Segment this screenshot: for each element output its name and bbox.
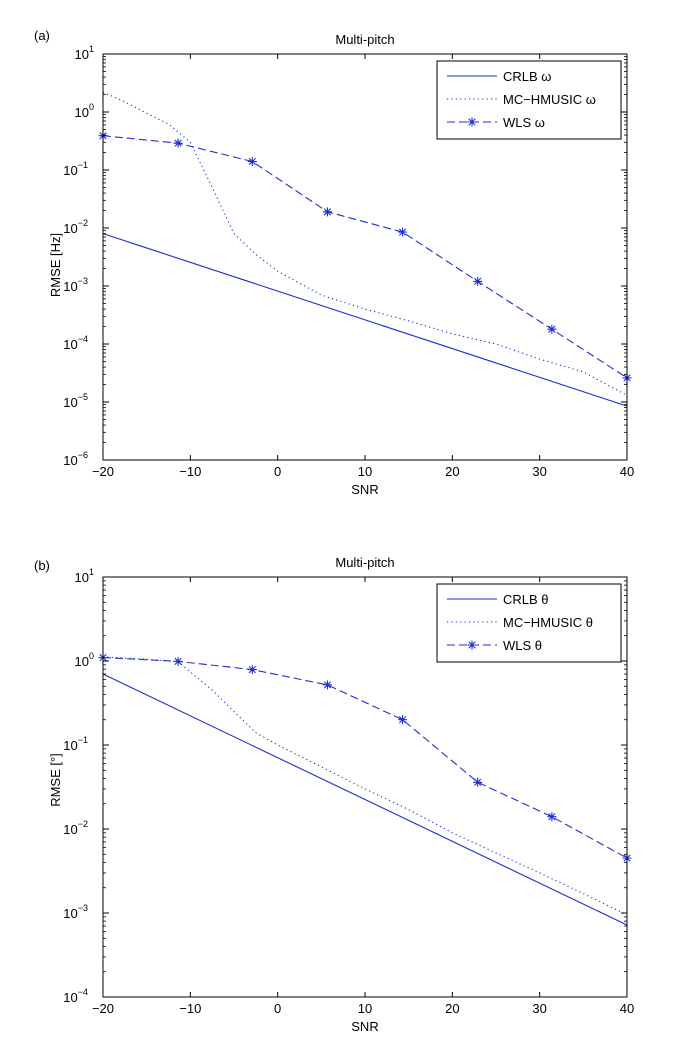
x-tick-label: 10 [358,1001,372,1016]
legend-label: MC−HMUSIC θ [503,615,593,630]
series-marker [398,715,408,725]
y-tick-label: 10−4 [63,334,88,352]
series-marker [322,207,332,217]
chart-title: Multi-pitch [335,32,394,47]
series-marker [467,640,477,650]
series-line [102,135,628,379]
x-axis-label: SNR [351,482,378,497]
series-marker [398,227,408,237]
x-tick-label: −20 [92,464,114,479]
y-tick-label: 10−5 [63,392,88,410]
x-tick-label: 40 [620,464,634,479]
y-tick-label: 10−2 [63,218,88,236]
x-axis-label: SNR [351,1019,378,1034]
legend-label: WLS θ [503,638,542,653]
series-marker [173,138,183,148]
x-tick-label: 40 [620,1001,634,1016]
series-line [102,673,628,926]
y-tick-label: 10−3 [63,276,88,294]
y-axis-label: RMSE [°] [48,753,63,807]
x-tick-label: 10 [358,464,372,479]
y-tick-label: 10−1 [63,160,88,178]
y-tick-label: 100 [75,651,94,669]
chart-panel-b: (b) Multi-pitch SNR RMSE [°] −20 −10 0 10 20… [34,555,634,1034]
x-tick-label: −10 [179,464,201,479]
legend-label: WLS ω [503,115,545,130]
y-tick-label: 10−4 [63,987,88,1005]
y-tick-label: 10−3 [63,903,88,921]
legend-label: CRLB ω [503,69,551,84]
series-marker [247,157,257,167]
y-tick-label: 101 [75,567,94,585]
x-tick-label: 30 [532,1001,546,1016]
y-tick-label: 10−2 [63,819,88,837]
x-tick-label: −20 [92,1001,114,1016]
x-tick-label: 30 [532,464,546,479]
chart-panel-a: (a) Multi-pitch SNR RMSE [Hz] −20 −10 0 10 2… [34,28,634,497]
legend-label: MC−HMUSIC ω [503,92,596,107]
series-marker [473,777,483,787]
series-marker [467,117,477,127]
legend-box [436,60,622,140]
series-line [102,91,628,396]
x-tick-label: 20 [445,1001,459,1016]
series-line [102,656,628,859]
legend-box [436,583,622,663]
y-tick-label: 100 [75,102,94,120]
panel-label: (b) [34,558,50,573]
series-marker [473,276,483,286]
x-tick-label: 0 [274,1001,281,1016]
series-marker [173,656,183,666]
legend-label: CRLB θ [503,592,549,607]
x-tick-label: 20 [445,464,459,479]
panel-label: (a) [34,28,50,43]
series-marker [547,324,557,334]
x-tick-label: 0 [274,464,281,479]
series-marker [322,680,332,690]
series-line [102,233,628,407]
y-axis-label: RMSE [Hz] [48,233,63,297]
chart-title: Multi-pitch [335,555,394,570]
y-tick-label: 101 [75,44,94,62]
y-tick-label: 10−6 [63,450,88,468]
series-marker [247,665,257,675]
series-marker [547,812,557,822]
y-tick-label: 10−1 [63,735,88,753]
x-tick-label: −10 [179,1001,201,1016]
